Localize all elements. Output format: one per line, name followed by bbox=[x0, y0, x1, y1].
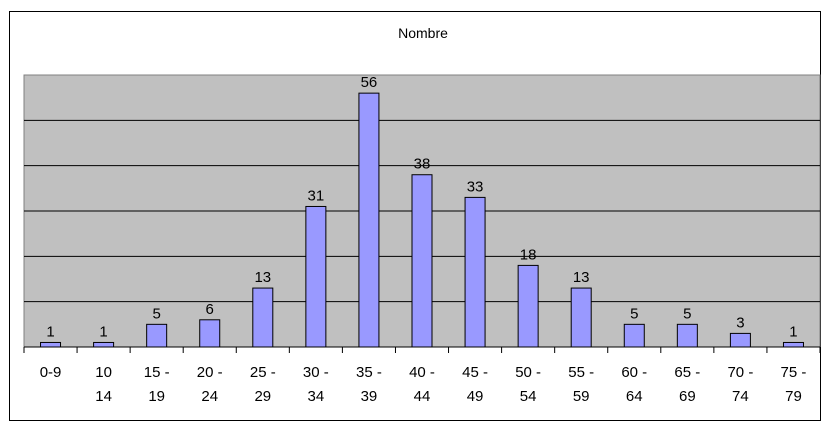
x-tick-label: 20 -24 bbox=[197, 364, 223, 405]
x-tick-label: 30 -34 bbox=[303, 364, 329, 405]
bar bbox=[464, 196, 486, 348]
bar bbox=[623, 323, 645, 348]
x-tick-label: 10 14 bbox=[95, 364, 112, 405]
data-label: 13 bbox=[573, 269, 590, 286]
x-tick-label: 70 -74 bbox=[727, 364, 753, 405]
x-tick-label: 75 -79 bbox=[781, 364, 807, 405]
bar bbox=[517, 264, 539, 348]
bar bbox=[146, 323, 168, 348]
x-tick-label: 25 -29 bbox=[250, 364, 276, 405]
data-label: 38 bbox=[414, 156, 431, 173]
chart-title: Nombre bbox=[398, 25, 448, 41]
data-label: 18 bbox=[520, 246, 537, 263]
bar bbox=[676, 323, 698, 348]
data-label: 33 bbox=[467, 178, 484, 195]
x-tick-label: 65 -69 bbox=[674, 364, 700, 405]
bar bbox=[729, 332, 751, 348]
data-label: 1 bbox=[789, 323, 797, 340]
bar bbox=[411, 174, 433, 348]
x-ticks bbox=[23, 347, 821, 353]
data-label: 3 bbox=[736, 314, 744, 331]
bar bbox=[40, 341, 62, 348]
data-label: 5 bbox=[152, 305, 160, 322]
data-label: 13 bbox=[254, 269, 271, 286]
x-tick-labels: 0-9 10 14 15 -19 20 -24 25 -29 30 -34 35 -39 40 … bbox=[40, 364, 807, 405]
bar bbox=[252, 287, 274, 348]
x-tick-label: 40 -44 bbox=[409, 364, 435, 405]
bar bbox=[199, 319, 221, 348]
bar bbox=[570, 287, 592, 348]
x-tick-label: 60 -64 bbox=[621, 364, 647, 405]
data-label: 1 bbox=[99, 323, 107, 340]
x-tick-label: 0-9 bbox=[40, 364, 62, 381]
data-label: 31 bbox=[308, 187, 325, 204]
x-tick-label: 15 -19 bbox=[144, 364, 170, 405]
bar bbox=[93, 341, 115, 348]
data-label: 6 bbox=[206, 301, 214, 318]
data-label: 56 bbox=[361, 74, 378, 91]
bar bbox=[782, 341, 804, 348]
x-tick-label: 45 -49 bbox=[462, 364, 488, 405]
bar bbox=[358, 92, 380, 348]
x-tick-label: 35 -39 bbox=[356, 364, 382, 405]
bar bbox=[305, 205, 327, 348]
data-label: 5 bbox=[630, 305, 638, 322]
x-tick-label: 50 -54 bbox=[515, 364, 541, 405]
data-label: 5 bbox=[683, 305, 691, 322]
x-tick-label: 55 -59 bbox=[568, 364, 594, 405]
data-label: 1 bbox=[46, 323, 54, 340]
